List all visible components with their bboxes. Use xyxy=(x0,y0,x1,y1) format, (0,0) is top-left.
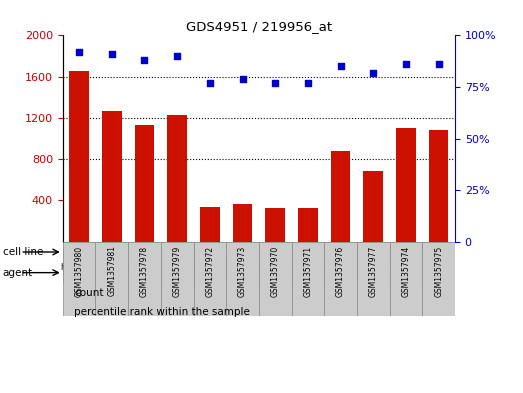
Bar xyxy=(259,242,292,316)
Text: breast cancer MDA-MB-231: breast cancer MDA-MB-231 xyxy=(198,248,320,257)
Point xyxy=(238,75,247,82)
Bar xyxy=(63,242,95,316)
Text: control: control xyxy=(408,268,437,277)
Text: agent: agent xyxy=(3,268,33,277)
Bar xyxy=(134,125,154,242)
Text: GSM1357977: GSM1357977 xyxy=(369,245,378,297)
Bar xyxy=(324,242,357,316)
Bar xyxy=(396,128,416,242)
Text: lysophosphatidic
acid: lysophosphatidic acid xyxy=(60,263,131,282)
Title: GDS4951 / 219956_at: GDS4951 / 219956_at xyxy=(186,20,332,33)
Text: GSM1357973: GSM1357973 xyxy=(238,245,247,297)
Bar xyxy=(167,115,187,242)
Text: count: count xyxy=(74,288,104,298)
Bar xyxy=(102,111,121,242)
Text: lysophosphatidic
acid: lysophosphatidic acid xyxy=(322,263,392,282)
Text: GSM1357975: GSM1357975 xyxy=(434,245,443,297)
Text: lysophosphatidic
acid: lysophosphatidic acid xyxy=(191,263,262,282)
Bar xyxy=(233,204,252,242)
Bar xyxy=(226,242,259,316)
Text: GSM1357972: GSM1357972 xyxy=(206,245,214,297)
Bar xyxy=(423,242,455,316)
Text: cell line: cell line xyxy=(3,247,43,257)
Text: percentile rank within the sample: percentile rank within the sample xyxy=(74,307,250,318)
Point xyxy=(206,80,214,86)
Text: GSM1357981: GSM1357981 xyxy=(107,245,116,296)
Text: GSM1357971: GSM1357971 xyxy=(303,245,312,297)
Text: control: control xyxy=(146,268,175,277)
Bar xyxy=(63,242,194,262)
Text: control: control xyxy=(277,268,306,277)
Bar xyxy=(266,208,285,242)
Bar xyxy=(390,242,423,316)
Point xyxy=(140,57,149,63)
Bar xyxy=(128,242,161,316)
Text: GSM1357970: GSM1357970 xyxy=(271,245,280,297)
Point xyxy=(369,69,378,75)
Bar xyxy=(128,262,194,283)
Point xyxy=(336,63,345,70)
Text: GSM1357980: GSM1357980 xyxy=(75,245,84,297)
Bar xyxy=(63,262,128,283)
Text: prostate cancer PC3: prostate cancer PC3 xyxy=(83,248,174,257)
Point xyxy=(402,61,410,67)
Bar xyxy=(194,262,259,283)
Point xyxy=(271,80,279,86)
Text: GSM1357974: GSM1357974 xyxy=(402,245,411,297)
Bar xyxy=(259,262,324,283)
Text: GSM1357976: GSM1357976 xyxy=(336,245,345,297)
Text: GSM1357978: GSM1357978 xyxy=(140,245,149,297)
Bar xyxy=(324,242,455,262)
Bar xyxy=(194,242,324,262)
Point xyxy=(304,80,312,86)
Bar xyxy=(298,208,318,242)
Bar xyxy=(69,72,89,242)
Bar xyxy=(324,262,390,283)
Bar xyxy=(200,207,220,242)
Bar xyxy=(363,171,383,242)
Bar xyxy=(161,242,194,316)
Point xyxy=(173,53,181,59)
Text: GSM1357979: GSM1357979 xyxy=(173,245,181,297)
Bar xyxy=(429,130,448,242)
Text: breast cancer MCF7: breast cancer MCF7 xyxy=(345,248,435,257)
Bar xyxy=(95,242,128,316)
Bar xyxy=(331,151,350,242)
Bar xyxy=(292,242,324,316)
Bar xyxy=(194,242,226,316)
Bar xyxy=(390,262,455,283)
Bar xyxy=(357,242,390,316)
Point xyxy=(108,51,116,57)
Point xyxy=(75,49,83,55)
Point xyxy=(435,61,443,67)
